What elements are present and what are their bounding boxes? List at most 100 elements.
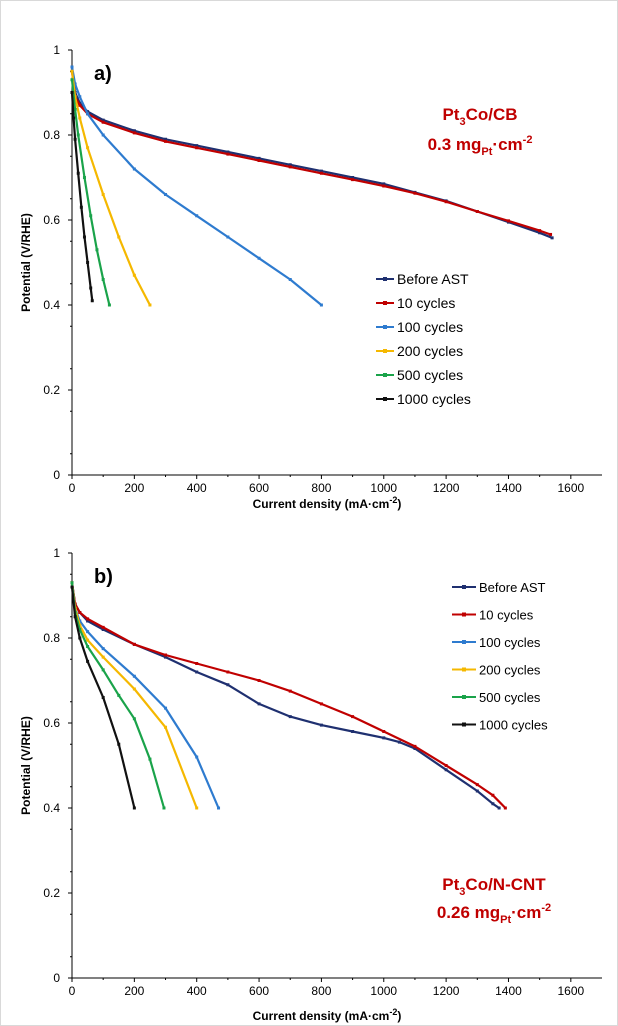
data-point xyxy=(90,299,94,303)
legend-entry: 100 cycles xyxy=(479,635,541,650)
data-point xyxy=(319,303,323,307)
data-point xyxy=(78,636,82,640)
data-point xyxy=(101,696,105,699)
data-point xyxy=(217,806,221,810)
data-point xyxy=(132,131,136,135)
data-point xyxy=(226,152,230,156)
data-point xyxy=(86,146,90,150)
data-point xyxy=(257,679,261,682)
x-tick-label: 1000 xyxy=(370,481,397,495)
x-tick-label: 1400 xyxy=(495,984,522,998)
data-point xyxy=(73,108,77,111)
data-point xyxy=(382,730,386,733)
data-point xyxy=(195,662,199,665)
data-point xyxy=(549,232,553,236)
y-tick-label: 0.6 xyxy=(43,213,60,227)
data-point xyxy=(101,133,105,137)
data-point xyxy=(257,159,261,162)
x-tick-label: 0 xyxy=(69,481,76,495)
data-point xyxy=(288,689,292,693)
legend-entry: Before AST xyxy=(397,271,469,287)
data-point xyxy=(413,191,417,195)
x-tick-label: 0 xyxy=(69,984,76,998)
legend-entry: 1000 cycles xyxy=(397,391,471,407)
legend-marker xyxy=(462,667,466,672)
y-tick-label: 0.4 xyxy=(43,298,60,312)
data-point xyxy=(132,717,136,721)
legend-entry: 500 cycles xyxy=(479,690,541,705)
legend-marker xyxy=(383,373,387,377)
data-point xyxy=(86,630,90,634)
data-point xyxy=(101,628,105,631)
data-point xyxy=(506,219,510,223)
data-point xyxy=(76,133,80,137)
x-tick-label: 800 xyxy=(311,984,331,998)
data-point xyxy=(148,757,152,761)
data-point xyxy=(226,683,230,687)
data-point xyxy=(226,150,230,154)
data-point xyxy=(397,740,401,744)
x-axis-label: Current density (mA·cm-2) xyxy=(253,1007,402,1023)
y-tick-label: 0.2 xyxy=(43,886,60,900)
data-point xyxy=(164,725,168,729)
legend-marker xyxy=(462,640,466,644)
x-tick-label: 600 xyxy=(249,481,269,495)
data-point xyxy=(86,659,90,663)
data-point xyxy=(195,146,199,150)
data-point xyxy=(78,611,82,614)
data-point xyxy=(70,78,74,82)
data-point xyxy=(73,615,77,619)
legend-marker xyxy=(383,349,387,353)
data-point xyxy=(148,303,152,307)
data-point xyxy=(382,736,386,740)
catalyst-name-label: Pt3Co/CB xyxy=(442,105,517,128)
data-point xyxy=(538,231,542,235)
data-point xyxy=(226,670,230,674)
data-point xyxy=(70,581,74,585)
data-point xyxy=(319,171,323,175)
data-point xyxy=(226,235,230,239)
data-point xyxy=(78,103,82,107)
data-point xyxy=(195,144,199,148)
x-tick-label: 1600 xyxy=(557,984,584,998)
data-point xyxy=(89,286,93,290)
chart-panel-b: 0 0.2 0.4 0.6 0.8 1 0 200 400 600 800 1000 1200 1400 1… xyxy=(19,546,602,1023)
x-tick-label: 1200 xyxy=(433,984,460,998)
data-point xyxy=(86,619,90,623)
data-point xyxy=(95,248,99,252)
data-point xyxy=(195,214,199,218)
data-point xyxy=(444,764,448,767)
data-point xyxy=(444,200,448,204)
y-axis-label: Potential (V/RHE) xyxy=(19,716,33,815)
y-tick-label: 1 xyxy=(53,546,60,560)
x-tick-label: 400 xyxy=(187,984,207,998)
legend-entry: 100 cycles xyxy=(397,319,463,335)
data-point xyxy=(70,585,74,589)
data-point xyxy=(497,806,501,810)
legend-marker xyxy=(383,277,387,281)
data-point xyxy=(89,214,93,218)
series-line-200-cycles xyxy=(70,581,198,810)
legend-marker xyxy=(383,325,387,329)
data-point xyxy=(86,261,90,264)
series-line-10-cycles xyxy=(70,70,552,236)
data-point xyxy=(491,793,495,797)
panel-label: b) xyxy=(94,566,113,588)
data-point xyxy=(101,647,105,651)
series-line-100-cycles xyxy=(70,65,323,307)
legend-entry: 10 cycles xyxy=(479,608,534,623)
data-point xyxy=(164,706,168,710)
data-point xyxy=(288,715,292,719)
legend-marker xyxy=(383,397,387,401)
data-point xyxy=(132,687,136,691)
legend-marker xyxy=(462,585,466,589)
data-point xyxy=(86,617,90,621)
loading-label: 0.3 mgPt·cm-2 xyxy=(428,134,533,158)
series-line-10-cycles xyxy=(70,581,507,810)
data-point xyxy=(503,806,507,810)
data-point xyxy=(132,273,136,277)
data-point xyxy=(538,229,542,233)
data-point xyxy=(413,747,417,750)
data-point xyxy=(117,693,121,697)
legend-entry: 200 cycles xyxy=(479,663,541,678)
